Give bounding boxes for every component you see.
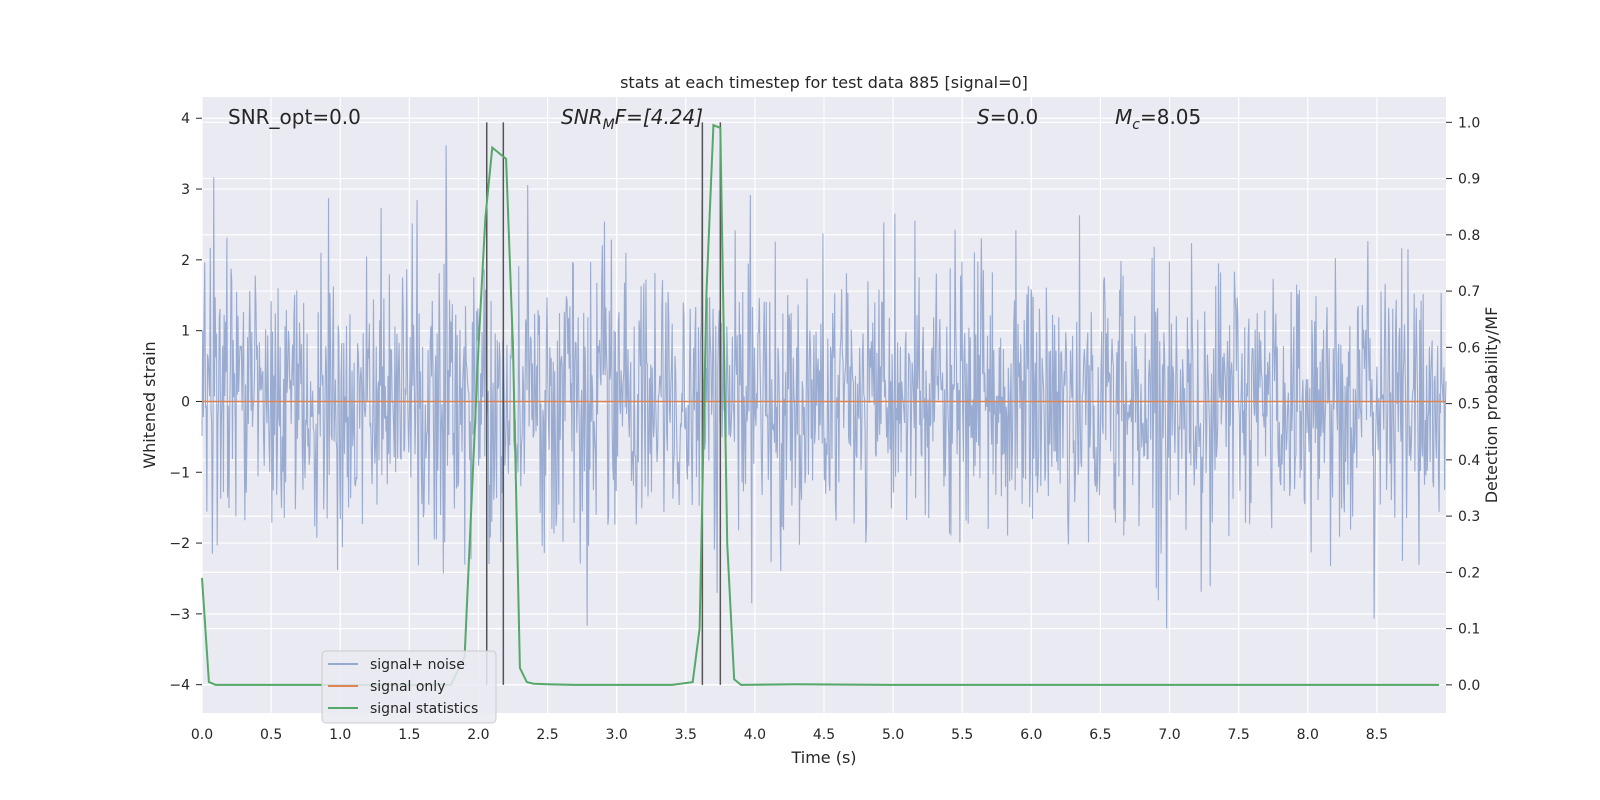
y-axis-label: Whitened strain [140,341,159,468]
y-tick-label: 3 [181,182,190,198]
detection-markers [485,122,722,685]
x-axis-ticks: 0.0 0.5 1.0 1.5 2.0 2.5 3.0 3.5 4.0 4.5 5.0 5.5 6.0 6… [191,727,1388,743]
x-tick-label: 0.5 [260,727,282,743]
legend-box [321,650,497,724]
x-tick-label: 6.0 [1020,727,1042,743]
x-tick-label: 2.0 [467,727,489,743]
x-tick-label: 3.0 [606,727,628,743]
y-tick-label: 0 [181,394,190,410]
x-tick-label: 2.5 [536,727,558,743]
x-tick-label: 3.5 [675,727,697,743]
mc-part-c: =8.05 [1140,105,1201,129]
y-right-tick-label: 0.3 [1458,509,1480,525]
snr-mf-part-a: SNR [561,105,603,129]
snr-mf-part-c: F=[4.24] [615,105,703,129]
s-part-a: S [977,105,990,129]
y-right-tick-label: 0.1 [1458,622,1480,638]
y-tick-label: −4 [169,678,190,694]
y-tick-label: 2 [181,253,190,269]
x-tick-label: 4.5 [813,727,835,743]
y-axis-right-ticks: 1.0 0.9 0.8 0.7 0.6 0.5 0.4 0.3 0.2 0.1 0.0 [1446,115,1480,694]
mc-annotation: Mc=8.05 [1115,105,1201,133]
y-right-tick-label: 1.0 [1458,115,1480,131]
y-right-tick-label: 0.9 [1458,172,1480,188]
y-axis-left-ticks: 4 3 2 1 0 −1 −2 −3 −4 [169,111,202,694]
y-right-tick-label: 0.7 [1458,284,1480,300]
x-tick-label: 1.5 [398,727,420,743]
y-tick-label: 4 [181,111,190,127]
legend: signal+ noise signal only signal statist… [321,650,497,724]
x-tick-label: 0.0 [191,727,213,743]
mc-part-b: c [1132,117,1140,133]
y-right-tick-label: 0.8 [1458,228,1480,244]
x-tick-label: 8.5 [1366,727,1388,743]
x-tick-label: 1.0 [329,727,351,743]
x-tick-label: 6.5 [1089,727,1111,743]
y-tick-label: 1 [181,324,190,340]
x-tick-label: 5.5 [951,727,973,743]
y-right-tick-label: 0.0 [1458,678,1480,694]
x-tick-label: 7.0 [1158,727,1180,743]
x-tick-label: 4.0 [744,727,766,743]
legend-label-noise: signal+ noise [370,657,465,673]
y-tick-label: −2 [169,536,190,552]
y-right-tick-label: 0.5 [1458,397,1480,413]
y-tick-label: −3 [169,607,190,623]
x-tick-label: 7.5 [1228,727,1250,743]
x-axis-label: Time (s) [790,748,856,767]
y-axis-right-label: Detection probability/MF [1482,307,1501,504]
snr-mf-part-b: M [603,117,615,133]
y-tick-label: −1 [169,465,190,481]
snr-opt-annotation: SNR_opt=0.0 [228,105,361,129]
y-right-tick-label: 0.6 [1458,340,1480,356]
mc-part-a: M [1115,105,1132,129]
chart-title: stats at each timestep for test data 885… [620,73,1028,92]
s-annotation: S=0.0 [977,105,1038,129]
legend-label-statistics: signal statistics [370,701,478,717]
y-right-tick-label: 0.2 [1458,565,1480,581]
s-part-b: =0.0 [990,105,1039,129]
x-tick-label: 5.0 [882,727,904,743]
snr-mf-annotation: SNRMF=[4.24] [561,105,703,133]
y-right-tick-label: 0.4 [1458,453,1480,469]
legend-label-signal-only: signal only [370,679,445,695]
x-tick-label: 8.0 [1297,727,1319,743]
